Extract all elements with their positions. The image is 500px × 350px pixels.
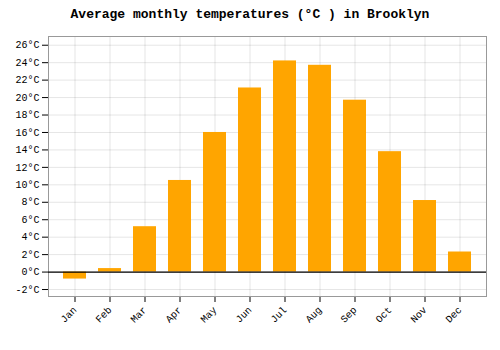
svg-text:Jun: Jun <box>234 305 255 326</box>
svg-text:-2°C: -2°C <box>15 285 39 296</box>
svg-text:4°C: 4°C <box>21 232 39 243</box>
svg-text:Dec: Dec <box>444 305 465 326</box>
svg-text:16°C: 16°C <box>15 128 39 139</box>
svg-text:Apr: Apr <box>164 305 185 326</box>
svg-text:May: May <box>199 305 220 326</box>
svg-text:8°C: 8°C <box>21 197 39 208</box>
svg-text:22°C: 22°C <box>15 75 39 86</box>
svg-text:Nov: Nov <box>409 305 430 326</box>
svg-text:Sep: Sep <box>339 305 360 326</box>
svg-text:Aug: Aug <box>304 305 325 326</box>
svg-text:0°C: 0°C <box>21 267 39 278</box>
svg-text:Oct: Oct <box>374 305 395 326</box>
svg-text:24°C: 24°C <box>15 58 39 69</box>
svg-text:2°C: 2°C <box>21 250 39 261</box>
svg-text:12°C: 12°C <box>15 163 39 174</box>
html-text:Average monthly temperatures (: Average monthly temperatures (°C ) in Br… <box>70 7 430 22</box>
svg-text:14°C: 14°C <box>15 145 39 156</box>
svg-text:Jul: Jul <box>269 305 290 326</box>
svg-text:18°C: 18°C <box>15 110 39 121</box>
svg-text:20°C: 20°C <box>15 93 39 104</box>
svg-text:Feb: Feb <box>94 305 115 326</box>
svg-text:Jan: Jan <box>59 305 80 326</box>
svg-text:10°C: 10°C <box>15 180 39 191</box>
svg-text:6°C: 6°C <box>21 215 39 226</box>
svg-text:26°C: 26°C <box>15 40 39 51</box>
svg-text:Mar: Mar <box>129 305 150 326</box>
